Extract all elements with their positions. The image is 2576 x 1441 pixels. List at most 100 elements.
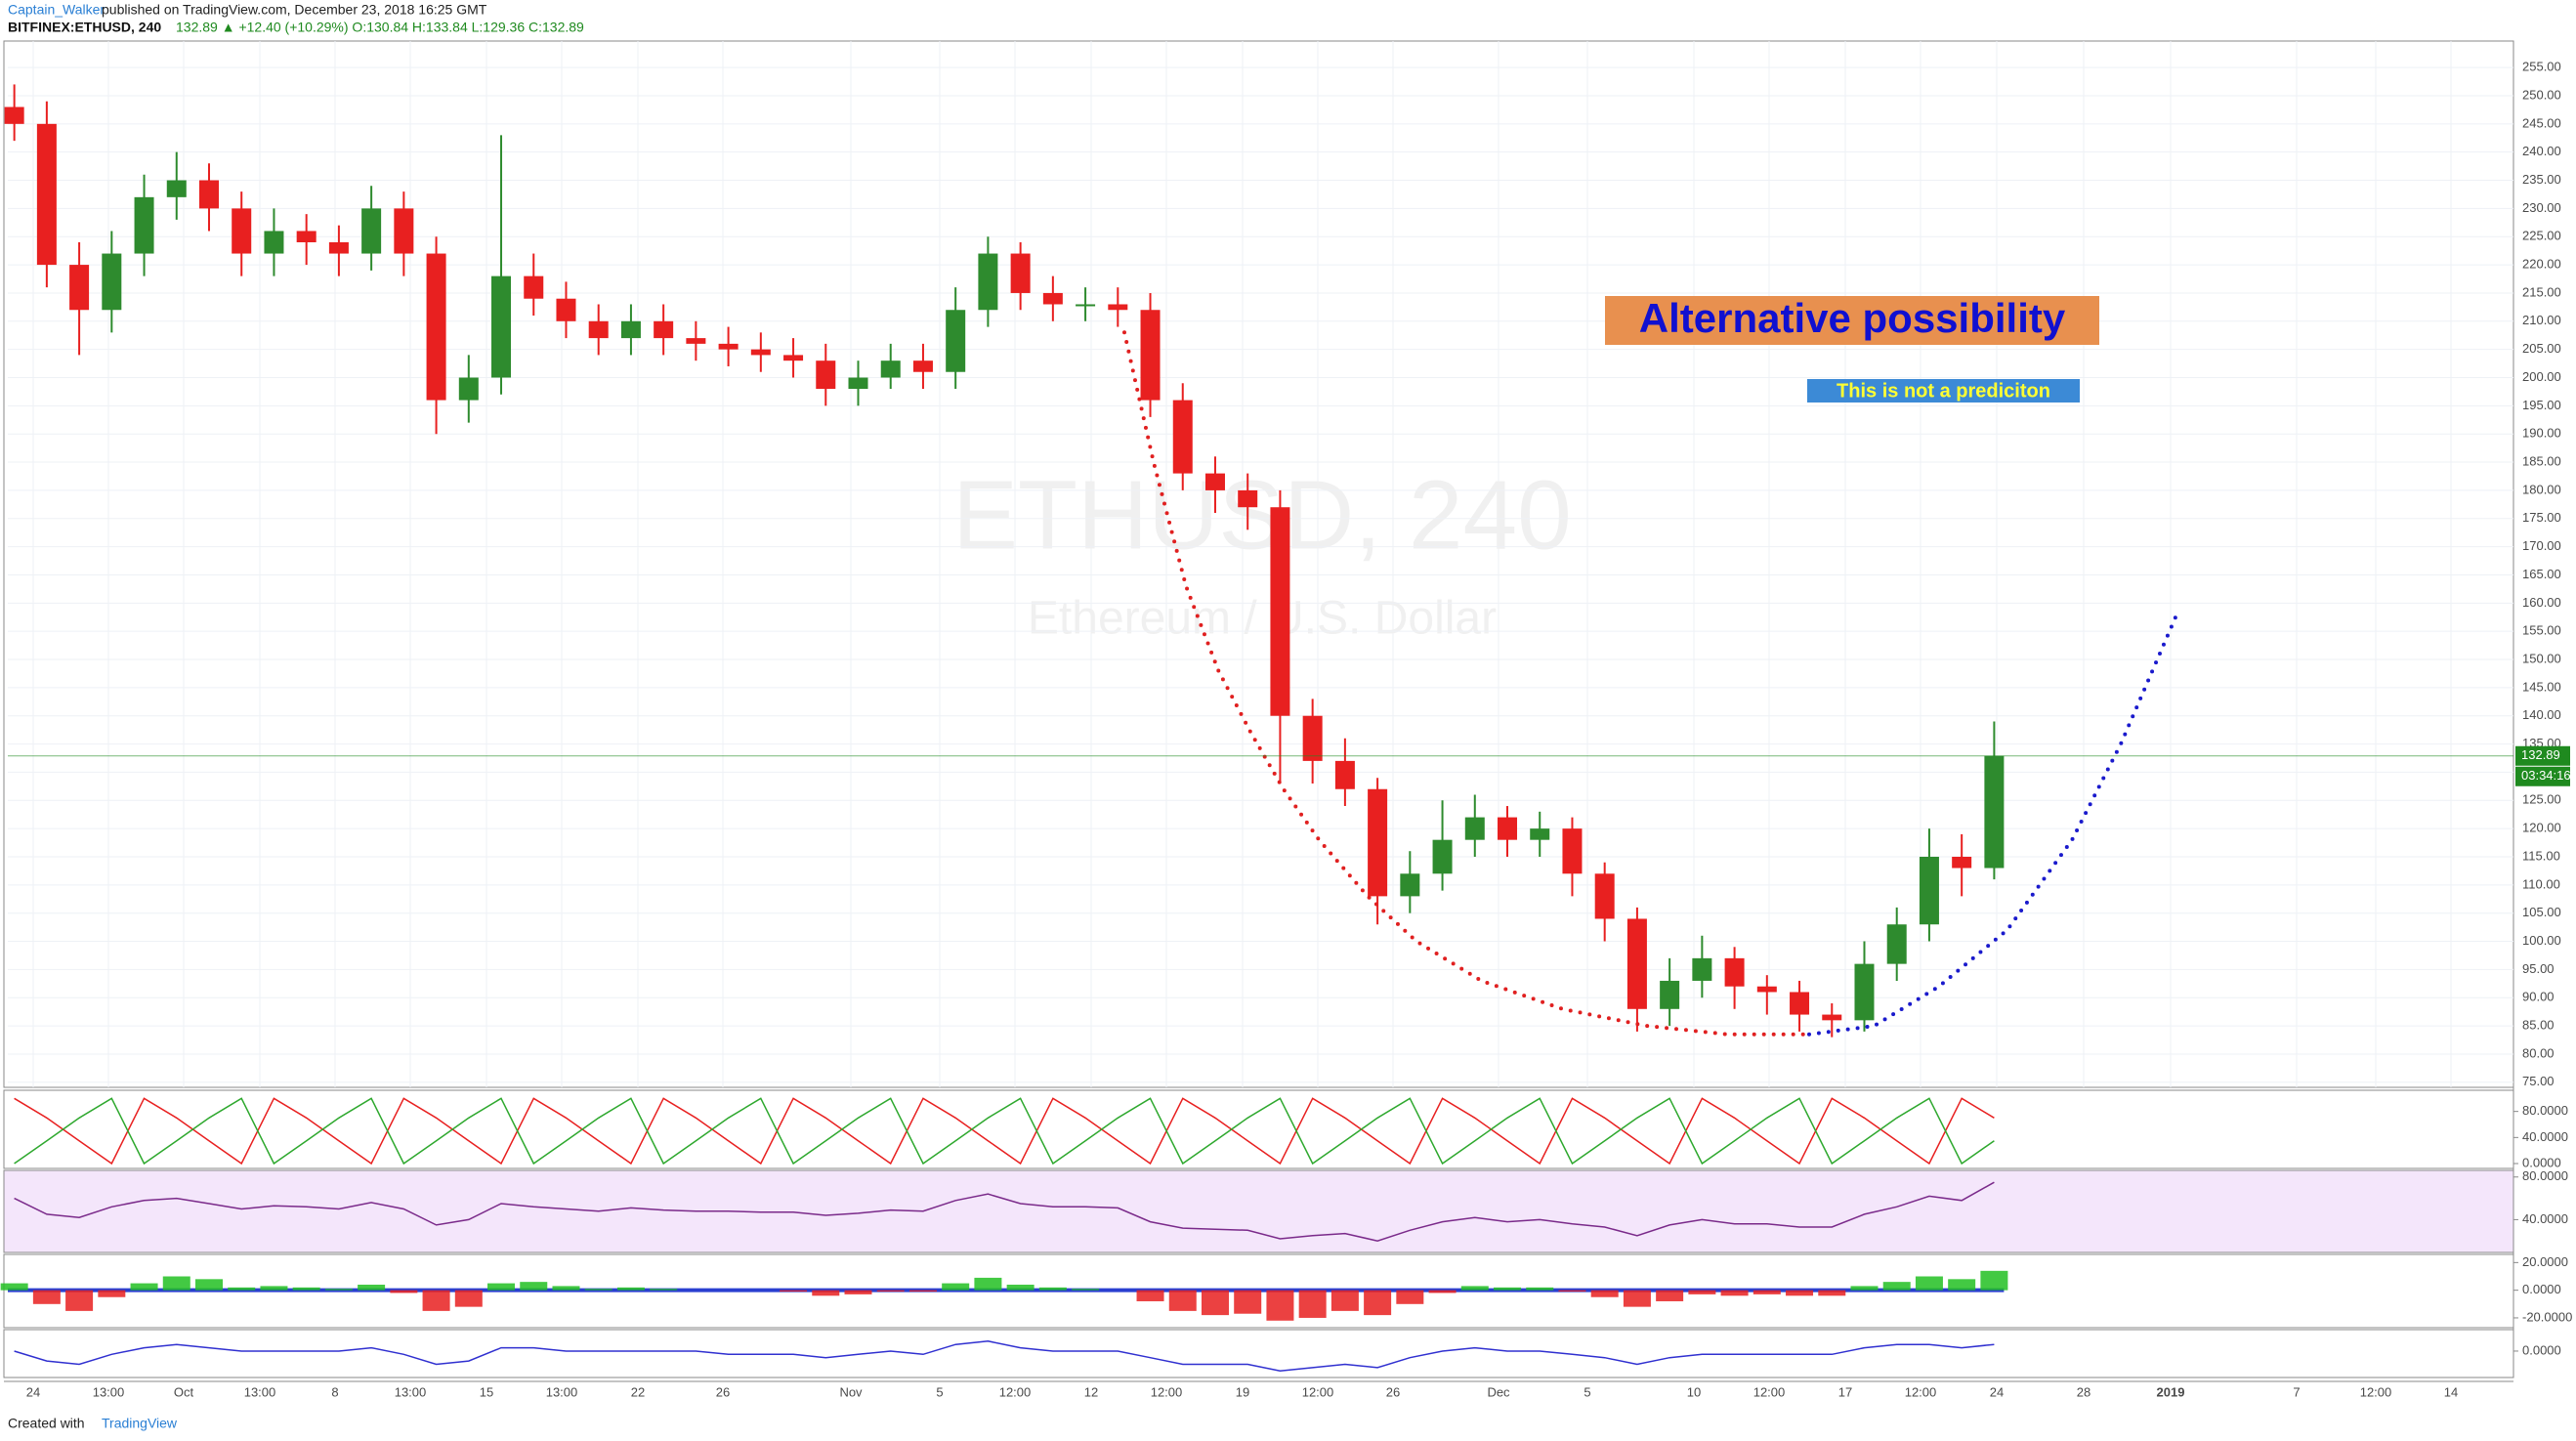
histogram-bar: [98, 1290, 126, 1297]
histogram-bar: [1915, 1276, 1943, 1291]
y-tick-label: 95.00: [2522, 961, 2555, 976]
candle-body: [912, 360, 933, 372]
histogram-bar: [520, 1282, 548, 1291]
histogram-bar: [1590, 1290, 1619, 1297]
histogram-bar: [1850, 1286, 1879, 1291]
histogram-bar: [1786, 1290, 1814, 1296]
x-tick-label: 24: [26, 1384, 40, 1399]
histogram-bar: [650, 1289, 678, 1291]
y-tick-label: 245.00: [2522, 115, 2561, 130]
candle-body: [1822, 1014, 1842, 1021]
x-tick-label: Oct: [174, 1384, 194, 1399]
histogram-bar: [324, 1289, 353, 1291]
candle-body: [978, 253, 998, 311]
histogram-bar: [1396, 1290, 1424, 1304]
histogram-bar: [487, 1283, 516, 1291]
histogram-bar: [1494, 1287, 1522, 1291]
candle-body: [1172, 400, 1193, 474]
y-tick-label: 240.00: [2522, 144, 2561, 158]
candle-body: [198, 180, 219, 209]
histogram-bar: [228, 1287, 256, 1291]
histogram-bar: [422, 1290, 450, 1311]
histogram-bar: [1136, 1290, 1164, 1301]
projection-curve: [1122, 330, 1811, 1037]
histogram-bar: [908, 1290, 937, 1293]
histogram-bar: [974, 1277, 1002, 1291]
annotation-box: [1605, 296, 2099, 345]
y-tick-label: -20.0000: [2522, 1309, 2572, 1324]
candle-body: [1530, 828, 1550, 840]
y-tick-label: 40.0000: [2522, 1211, 2568, 1226]
histogram-bar: [1460, 1286, 1489, 1291]
x-tick-label: 5: [936, 1384, 943, 1399]
candle-body: [1692, 957, 1712, 981]
histogram-bar: [1818, 1290, 1846, 1296]
y-tick-label: 255.00: [2522, 60, 2561, 74]
candle-body: [1626, 918, 1647, 1009]
y-tick-label: 155.00: [2522, 623, 2561, 638]
footer-brand[interactable]: TradingView: [102, 1416, 178, 1431]
y-tick-label: 0.0000: [2522, 1342, 2561, 1357]
candle-body: [1919, 856, 1939, 925]
y-tick-label: 205.00: [2522, 341, 2561, 356]
x-tick-label: 22: [631, 1384, 645, 1399]
x-tick-label: 12:00: [2360, 1384, 2392, 1399]
x-tick-label: 12: [1084, 1384, 1098, 1399]
y-tick-label: 170.00: [2522, 538, 2561, 553]
histogram-bar: [844, 1290, 872, 1294]
x-tick-label: 13:00: [93, 1384, 125, 1399]
candle-body: [166, 180, 187, 197]
histogram-bar: [390, 1290, 418, 1293]
x-tick-label: Dec: [1487, 1384, 1510, 1399]
candle-body: [134, 196, 154, 254]
y-tick-label: 80.0000: [2522, 1103, 2568, 1118]
y-tick-label: 175.00: [2522, 510, 2561, 525]
histogram-bar: [1234, 1290, 1262, 1314]
candle-body: [946, 310, 966, 372]
histogram-bar: [65, 1290, 94, 1311]
author[interactable]: Captain_Walker: [8, 2, 105, 18]
candle-body: [1790, 992, 1810, 1015]
candle-body: [328, 242, 349, 254]
x-tick-label: 8: [331, 1384, 338, 1399]
candle-body: [880, 360, 901, 378]
y-tick-label: 225.00: [2522, 229, 2561, 243]
histogram-bar: [292, 1287, 320, 1291]
histogram-bar: [1006, 1284, 1035, 1291]
candle-body: [750, 349, 771, 356]
histogram-bar: [1526, 1287, 1554, 1291]
candle-body: [620, 320, 641, 339]
y-tick-label: 0.0000: [2522, 1155, 2561, 1169]
y-tick-label: 20.0000: [2522, 1254, 2568, 1269]
last-price-label: 132.89: [2521, 747, 2560, 762]
x-tick-label: 26: [1386, 1384, 1400, 1399]
indicator-line: [14, 1181, 1995, 1242]
x-tick-label: 14: [2444, 1384, 2458, 1399]
histogram-bar: [1720, 1290, 1749, 1296]
watermark: ETHUSD, 240: [952, 460, 1572, 570]
y-tick-label: 100.00: [2522, 933, 2561, 948]
indicator-line: [14, 1097, 1995, 1166]
y-tick-label: 185.00: [2522, 453, 2561, 468]
candle-body: [1886, 924, 1907, 964]
y-tick-label: 90.00: [2522, 990, 2555, 1004]
histogram-bar: [1882, 1282, 1911, 1291]
candle-body: [1952, 856, 1972, 869]
annotation-box: [1807, 379, 2080, 403]
y-tick-label: 195.00: [2522, 398, 2561, 412]
candle-body: [654, 320, 674, 339]
y-tick-label: 145.00: [2522, 679, 2561, 694]
histogram-bar: [1688, 1290, 1716, 1294]
x-tick-label: 17: [1838, 1384, 1852, 1399]
y-tick-label: 0.0000: [2522, 1282, 2561, 1296]
candle-body: [264, 231, 284, 254]
y-tick-label: 220.00: [2522, 257, 2561, 272]
y-tick-label: 75.00: [2522, 1074, 2555, 1088]
y-tick-label: 105.00: [2522, 905, 2561, 919]
y-tick-label: 190.00: [2522, 426, 2561, 441]
histogram-bar: [358, 1284, 386, 1291]
y-tick-label: 150.00: [2522, 651, 2561, 665]
projection-curve: [1807, 607, 2181, 1037]
x-tick-label: Nov: [839, 1384, 863, 1399]
